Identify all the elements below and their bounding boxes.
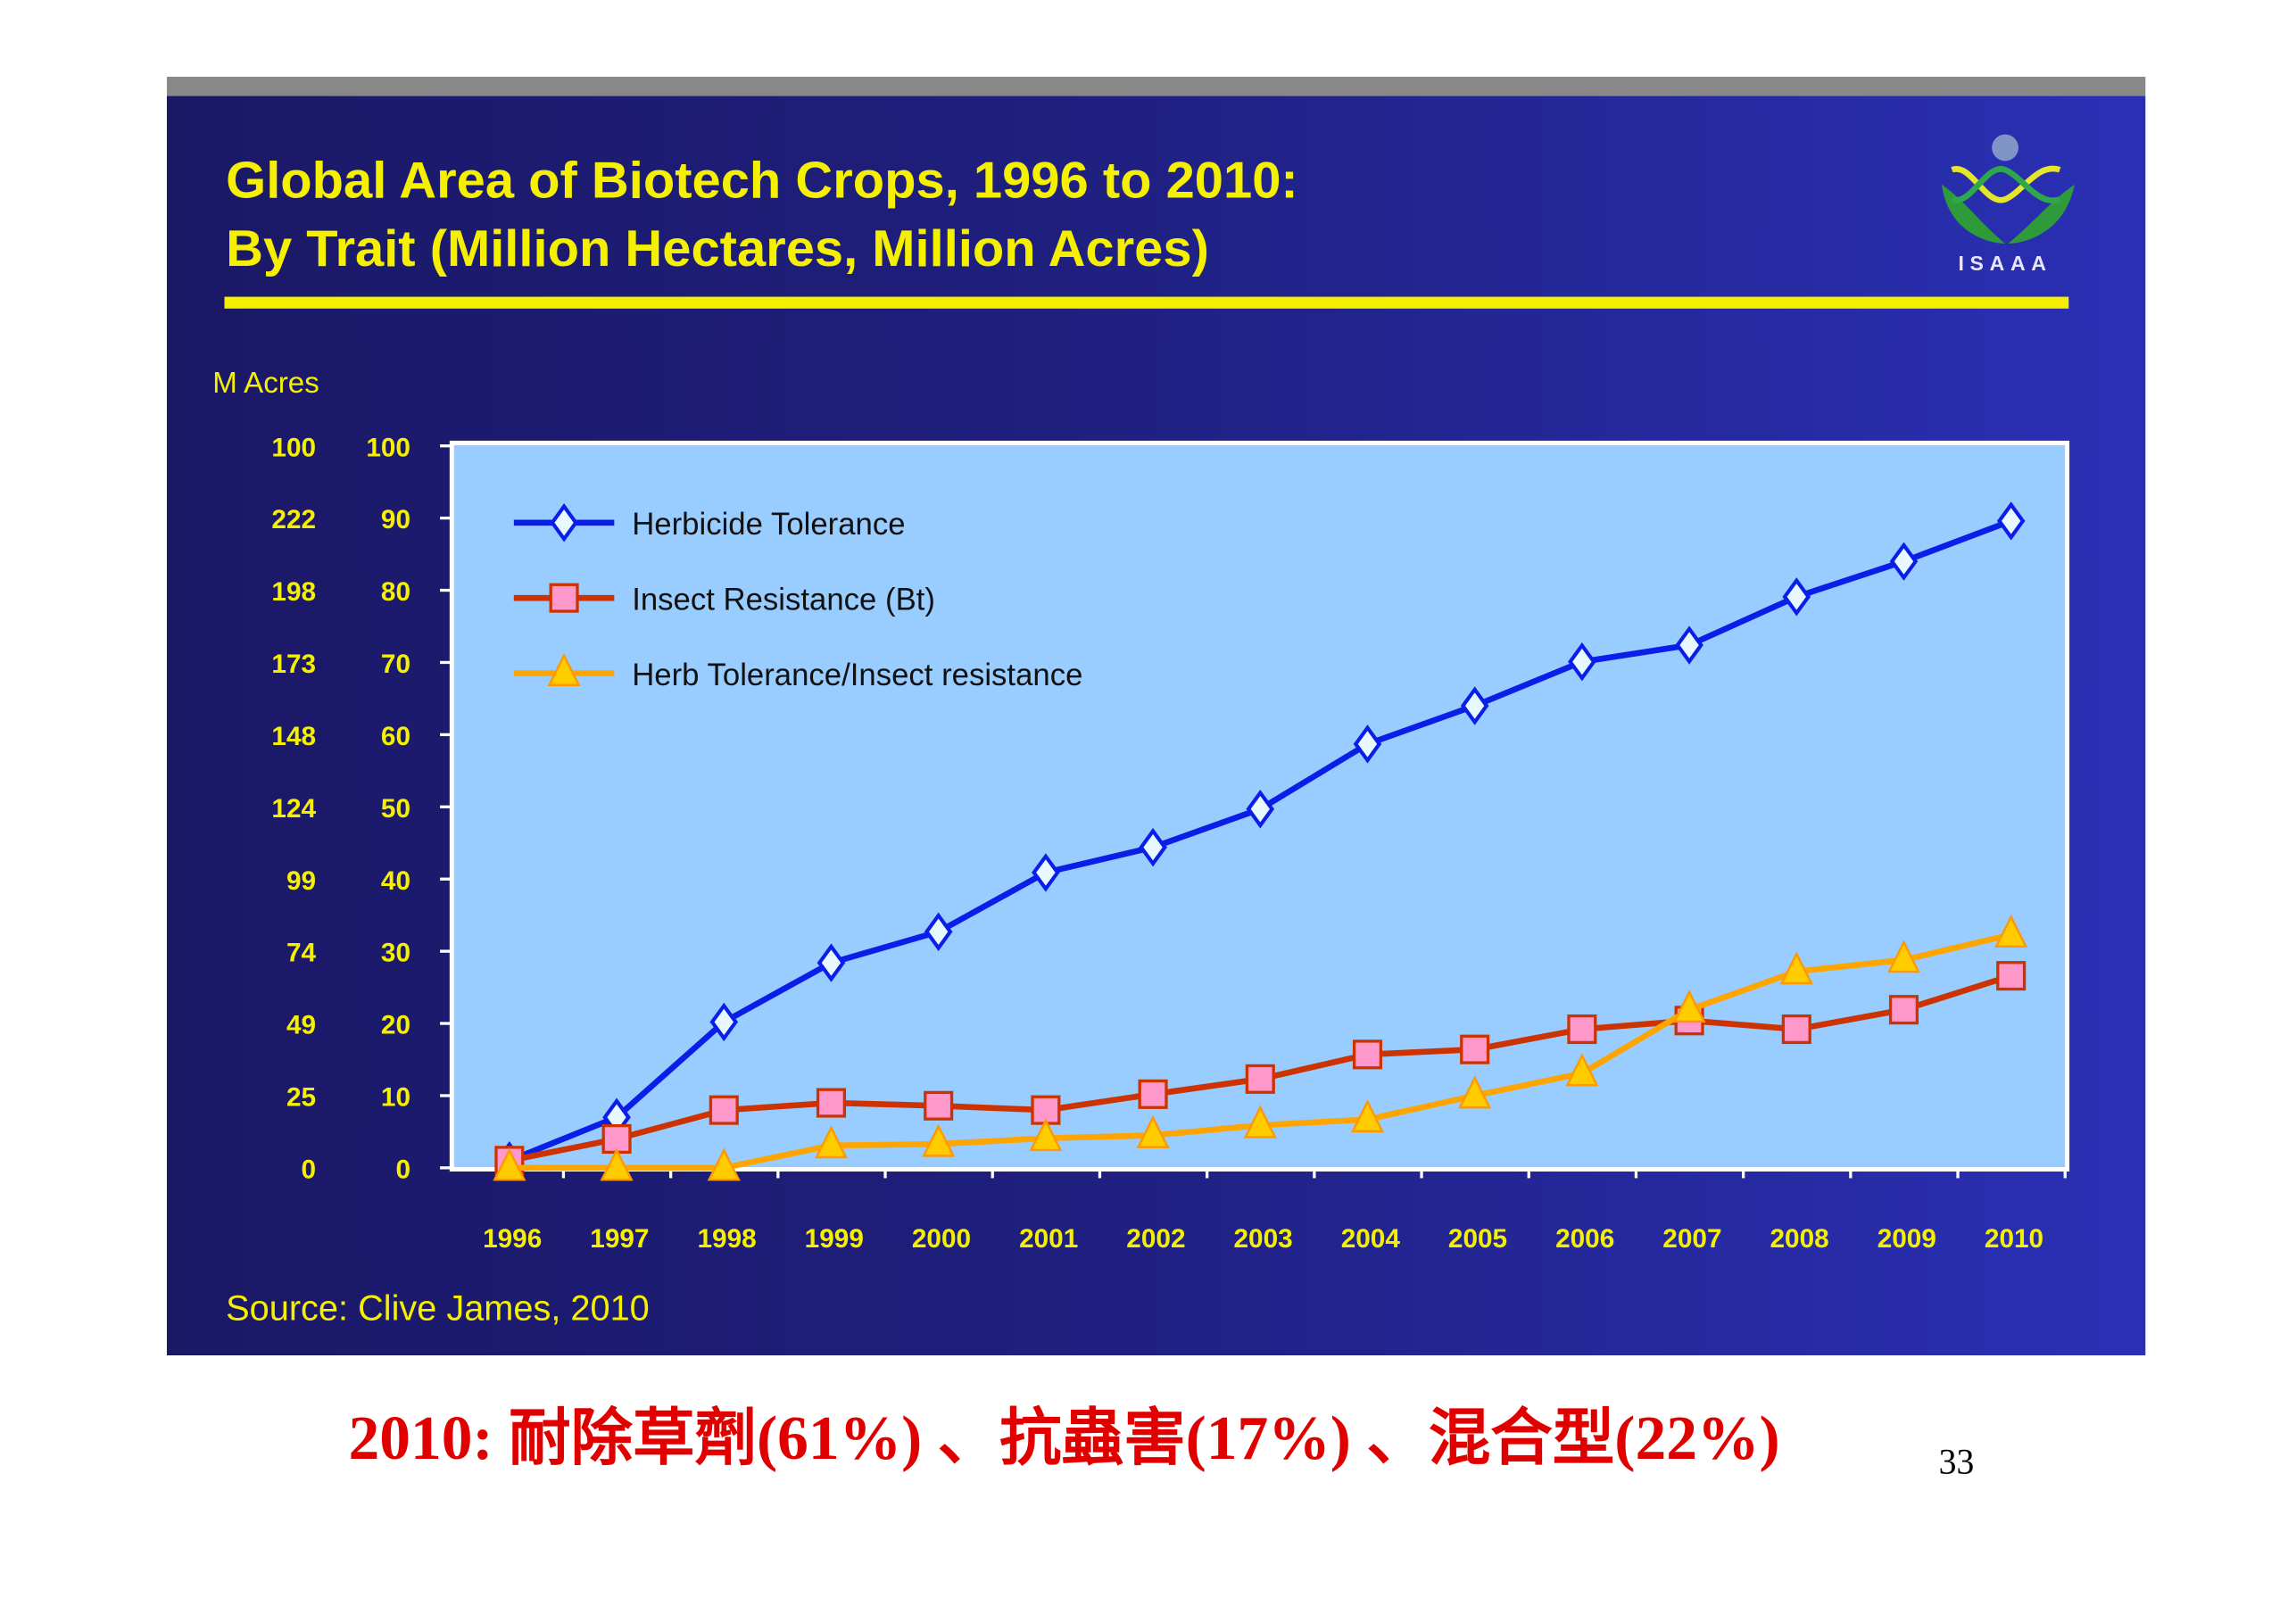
data-point	[1781, 1014, 1811, 1045]
data-point	[1672, 990, 1706, 1023]
source-note: Source: Clive James, 2010	[226, 1288, 650, 1329]
title-line-1: Global Area of Biotech Crops, 1996 to 20…	[226, 152, 1298, 210]
data-point	[1350, 1099, 1385, 1133]
data-point	[1996, 501, 2026, 541]
y-tick-label-hectares: 10	[381, 1083, 410, 1113]
data-point	[1565, 1053, 1599, 1087]
data-point	[1136, 1114, 1170, 1148]
y-tick-label-hectares: 30	[381, 939, 410, 968]
x-tick-label: 2004	[1341, 1224, 1401, 1254]
x-tick-label: 2008	[1770, 1224, 1828, 1254]
data-point	[1138, 1079, 1168, 1109]
title-underline	[224, 296, 2069, 309]
chart-title: Global Area of Biotech Crops, 1996 to 20…	[226, 147, 1298, 283]
y-tick-label-acres: 100	[271, 433, 316, 462]
data-point	[924, 912, 953, 951]
isaaa-logo: ISAAA	[1941, 134, 2075, 275]
data-point	[707, 1147, 741, 1181]
page-number: 33	[1938, 1444, 1975, 1483]
data-point	[1352, 1039, 1383, 1070]
y-tick-label-acres: 49	[286, 1011, 316, 1040]
data-point	[816, 1088, 847, 1118]
legend-marker	[547, 652, 581, 687]
y-tick-label-acres: 25	[286, 1083, 316, 1113]
data-point	[1460, 686, 1489, 725]
y-tick-label-acres: 124	[271, 794, 316, 824]
x-tick-label: 2003	[1233, 1224, 1292, 1254]
legend-marker	[549, 583, 579, 613]
footer-caption: 2010: 耐除草劑(61%) 、抗蟲害(17%) 、混合型(22%)	[348, 1405, 1780, 1474]
data-point	[709, 1095, 739, 1125]
data-point	[1460, 1034, 1490, 1064]
legend-label: Herbicide Tolerance	[632, 508, 905, 542]
logo-text: ISAAA	[1959, 252, 2052, 275]
data-point	[1994, 914, 2028, 948]
data-point	[1886, 940, 1921, 973]
x-tick-label: 2005	[1448, 1224, 1507, 1254]
y-axis-label: M Acres	[212, 367, 319, 400]
x-tick-label: 2000	[912, 1224, 971, 1254]
x-tick-label: 2001	[1019, 1224, 1078, 1254]
y-tick-label-hectares: 50	[381, 794, 410, 824]
data-point	[1246, 790, 1275, 829]
x-tick-label: 2010	[1985, 1224, 2043, 1254]
data-point	[1888, 995, 1919, 1025]
x-tick-label: 2006	[1555, 1224, 1614, 1254]
legend-label: Insect Resistance (Bt)	[632, 583, 935, 617]
data-point	[1458, 1075, 1492, 1109]
legend: Herbicide Tolerance Insect Resistance (Bt…	[513, 503, 1082, 692]
data-point	[1353, 725, 1382, 764]
y-tick-label-hectares: 70	[381, 650, 410, 679]
series-2	[493, 914, 2028, 1181]
x-tick-label: 1997	[590, 1224, 649, 1254]
y-tick-label-hectares: 90	[381, 505, 410, 534]
y-tick-label-hectares: 80	[381, 577, 410, 607]
y-tick-label-hectares: 60	[381, 722, 410, 751]
y-tick-label-hectares: 100	[366, 433, 410, 462]
title-line-2: By Trait (Million Hectares, Million Acre…	[226, 219, 1209, 278]
data-point	[922, 1123, 956, 1157]
y-tick-label-acres: 99	[286, 866, 316, 896]
y-tick-label-hectares: 0	[395, 1155, 410, 1184]
data-point	[1245, 1064, 1275, 1094]
data-point	[493, 1147, 526, 1181]
data-point	[600, 1147, 634, 1181]
data-point	[1139, 827, 1167, 867]
data-point	[709, 1002, 739, 1042]
y-tick-label-hectares: 40	[381, 866, 410, 896]
y-tick-label-hectares: 20	[381, 1011, 410, 1040]
y-tick-label-acres: 148	[271, 722, 316, 751]
y-tick-label-acres: 222	[271, 505, 316, 534]
data-point	[814, 1125, 849, 1159]
data-point	[1243, 1105, 1277, 1139]
legend-label: Herb Tolerance/Insect resistance	[632, 658, 1082, 692]
data-point	[1567, 1014, 1597, 1045]
y-tick-label-acres: 198	[271, 577, 316, 607]
x-tick-label: 1996	[483, 1224, 542, 1254]
y-tick-label-acres: 0	[302, 1155, 317, 1184]
x-tick-label: 1999	[805, 1224, 864, 1254]
data-point	[1032, 853, 1060, 892]
data-point	[1782, 577, 1811, 617]
data-point	[1675, 625, 1703, 665]
x-tick-label: 1998	[697, 1224, 756, 1254]
y-tick-label-acres: 74	[286, 939, 317, 968]
x-tick-label: 2009	[1877, 1224, 1936, 1254]
data-point	[1779, 951, 1813, 985]
x-tick-label: 2002	[1126, 1224, 1185, 1254]
data-point	[1889, 542, 1919, 581]
data-point	[1029, 1118, 1063, 1152]
data-point	[816, 943, 846, 982]
data-point	[1568, 642, 1596, 682]
x-tick-label: 2007	[1662, 1224, 1721, 1254]
data-point	[1996, 961, 2027, 991]
legend-marker	[550, 503, 578, 542]
data-point	[924, 1090, 954, 1121]
y-tick-label-acres: 173	[271, 650, 316, 679]
